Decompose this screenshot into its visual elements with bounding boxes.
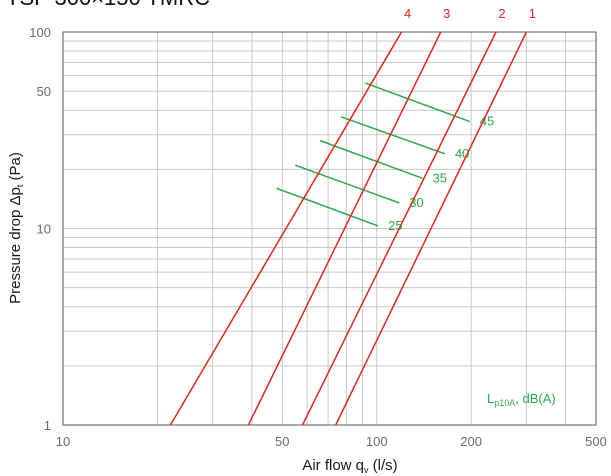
sound-legend-main: L	[487, 391, 494, 406]
x-axis-title: Air flow qv (l/s)	[302, 457, 397, 475]
sound-legend-tail: , dB(A)	[515, 391, 555, 406]
x-axis-title-sub: v	[364, 465, 369, 475]
sound-line-45	[365, 82, 471, 123]
curve-label-4: 4	[404, 6, 411, 21]
y-axis-title-main: Pressure drop Δp	[7, 187, 24, 304]
y-tick-label: 50	[37, 84, 51, 99]
curve-line-2	[301, 31, 497, 426]
page-title: TSP 300×150 TMRC	[6, 0, 210, 10]
sound-label-30: 30	[409, 195, 423, 210]
sound-label-45: 45	[480, 114, 494, 129]
sound-line-35	[319, 139, 423, 180]
curve-label-3: 3	[443, 6, 450, 21]
x-tick-label: 10	[56, 434, 70, 449]
y-tick-label: 1	[44, 418, 51, 433]
sound-legend-sub: p10A	[494, 398, 515, 408]
sound-line-25	[276, 187, 379, 227]
y-axis-title: Pressure drop Δpt (Pa)	[7, 152, 25, 304]
y-axis-title-sub: t	[15, 184, 25, 187]
x-tick-label: 500	[585, 434, 607, 449]
grid	[63, 32, 596, 425]
performance-curves: 1 2 3 4	[169, 6, 536, 426]
curve-label-1: 1	[529, 6, 536, 21]
x-tick-label: 100	[366, 434, 388, 449]
y-axis-title-unit: (Pa)	[7, 152, 24, 185]
sound-line-30	[295, 164, 400, 204]
x-axis-title-main: Air flow q	[302, 457, 364, 474]
curve-line-3	[247, 31, 442, 426]
sound-label-35: 35	[433, 170, 447, 185]
sound-line-40	[340, 116, 446, 155]
curve-line-4	[169, 31, 403, 426]
y-tick-label: 100	[29, 25, 51, 40]
x-tick-label: 200	[460, 434, 482, 449]
x-tick-label: 50	[275, 434, 289, 449]
y-tick-labels: 1 10 50 100	[29, 25, 51, 433]
x-tick-labels: 10 50 100 200 500	[56, 434, 607, 449]
sound-legend-note: Lp10A, dB(A)	[487, 391, 556, 408]
curve-line-1	[335, 31, 528, 426]
x-axis-title-unit: (l/s)	[369, 457, 398, 474]
y-tick-label: 10	[37, 222, 51, 237]
curve-label-2: 2	[498, 6, 505, 21]
plot-frame	[62, 31, 597, 426]
